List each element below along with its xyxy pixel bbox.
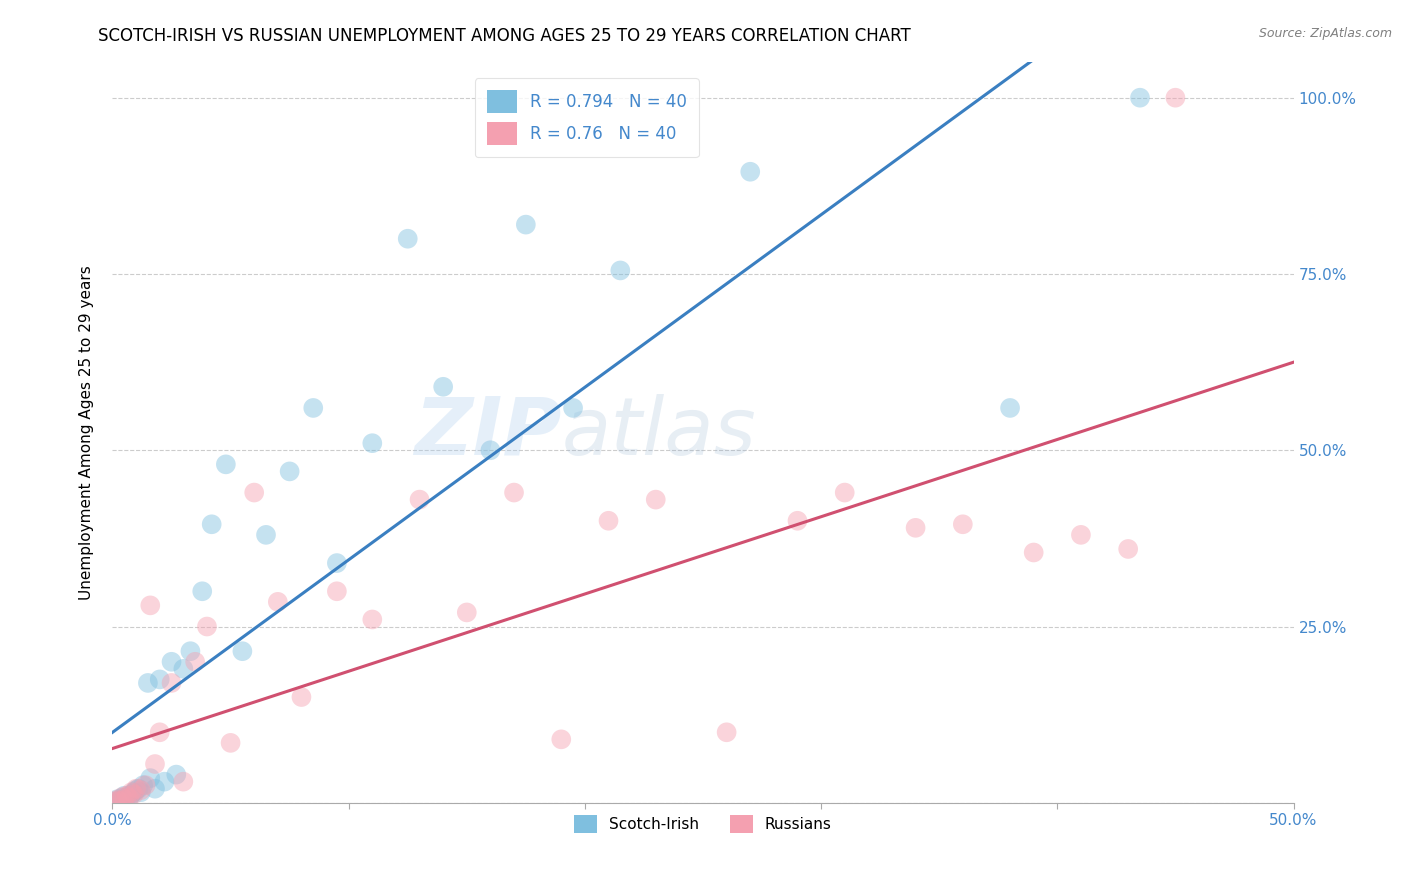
Point bbox=[326, 584, 349, 599]
Text: Source: ZipAtlas.com: Source: ZipAtlas.com bbox=[1258, 27, 1392, 40]
Point bbox=[267, 595, 290, 609]
Point bbox=[118, 790, 141, 805]
Point bbox=[104, 794, 127, 808]
Point bbox=[115, 790, 138, 805]
Point bbox=[153, 774, 176, 789]
Point bbox=[1022, 545, 1045, 559]
Point bbox=[135, 778, 157, 792]
Point bbox=[125, 783, 148, 797]
Point bbox=[112, 792, 135, 806]
Point bbox=[740, 165, 762, 179]
Point bbox=[1164, 91, 1187, 105]
Point bbox=[136, 676, 159, 690]
Point bbox=[105, 793, 128, 807]
Point bbox=[503, 485, 526, 500]
Point bbox=[129, 783, 152, 797]
Point bbox=[716, 725, 738, 739]
Point bbox=[243, 485, 266, 500]
Point bbox=[550, 732, 572, 747]
Point bbox=[105, 792, 128, 806]
Point bbox=[361, 436, 384, 450]
Point bbox=[408, 492, 430, 507]
Point bbox=[115, 789, 138, 803]
Point bbox=[118, 791, 141, 805]
Point bbox=[160, 655, 183, 669]
Point bbox=[191, 584, 214, 599]
Point bbox=[432, 380, 454, 394]
Point bbox=[172, 662, 194, 676]
Point bbox=[129, 785, 152, 799]
Point bbox=[456, 606, 478, 620]
Point bbox=[302, 401, 325, 415]
Point bbox=[361, 612, 384, 626]
Point bbox=[120, 785, 142, 799]
Point bbox=[904, 521, 927, 535]
Point bbox=[254, 528, 277, 542]
Point bbox=[122, 785, 145, 799]
Point bbox=[104, 794, 127, 808]
Point bbox=[160, 676, 183, 690]
Point bbox=[172, 774, 194, 789]
Point bbox=[125, 781, 148, 796]
Point bbox=[215, 458, 238, 472]
Point bbox=[231, 644, 253, 658]
Point bbox=[122, 788, 145, 802]
Point bbox=[201, 517, 224, 532]
Point bbox=[998, 401, 1021, 415]
Point bbox=[184, 655, 207, 669]
Point bbox=[132, 778, 155, 792]
Point bbox=[143, 757, 166, 772]
Point bbox=[149, 725, 172, 739]
Point bbox=[179, 644, 201, 658]
Point bbox=[149, 673, 172, 687]
Point bbox=[952, 517, 974, 532]
Point bbox=[396, 232, 419, 246]
Point bbox=[195, 619, 218, 633]
Point bbox=[108, 794, 131, 808]
Text: SCOTCH-IRISH VS RUSSIAN UNEMPLOYMENT AMONG AGES 25 TO 29 YEARS CORRELATION CHART: SCOTCH-IRISH VS RUSSIAN UNEMPLOYMENT AMO… bbox=[98, 27, 911, 45]
Point bbox=[834, 485, 856, 500]
Point bbox=[326, 556, 349, 570]
Point bbox=[139, 599, 162, 613]
Point bbox=[278, 464, 301, 478]
Point bbox=[515, 218, 537, 232]
Point bbox=[219, 736, 242, 750]
Point bbox=[562, 401, 585, 415]
Text: ZIP: ZIP bbox=[413, 393, 561, 472]
Text: atlas: atlas bbox=[561, 393, 756, 472]
Y-axis label: Unemployment Among Ages 25 to 29 years: Unemployment Among Ages 25 to 29 years bbox=[79, 265, 94, 600]
Point bbox=[111, 790, 134, 805]
Point bbox=[111, 790, 134, 805]
Point bbox=[479, 443, 502, 458]
Point bbox=[127, 781, 149, 796]
Legend: Scotch-Irish, Russians: Scotch-Irish, Russians bbox=[568, 809, 838, 839]
Point bbox=[1116, 541, 1139, 556]
Point bbox=[139, 771, 162, 785]
Point bbox=[644, 492, 666, 507]
Point bbox=[598, 514, 620, 528]
Point bbox=[112, 789, 135, 803]
Point bbox=[165, 767, 187, 781]
Point bbox=[1070, 528, 1092, 542]
Point bbox=[786, 514, 808, 528]
Point bbox=[143, 781, 166, 796]
Point bbox=[609, 263, 631, 277]
Point bbox=[120, 788, 142, 802]
Point bbox=[108, 794, 131, 808]
Point bbox=[1129, 91, 1152, 105]
Point bbox=[290, 690, 312, 704]
